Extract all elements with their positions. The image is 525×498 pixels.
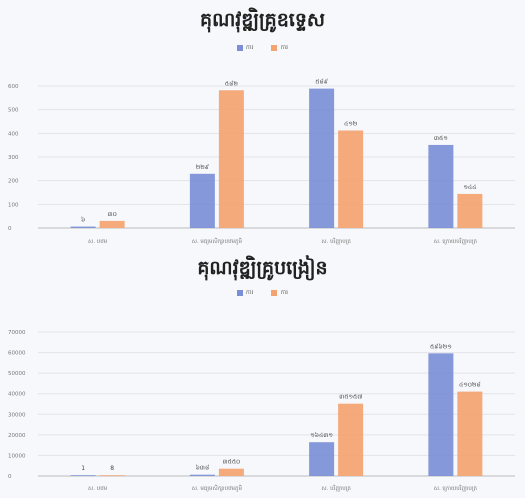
x-tick-label: ស. មធ្យមសិក្សាបឋមភូមិ (192, 484, 243, 492)
y-tick-label: 200 (8, 179, 19, 185)
data-label: ៤១២ (344, 120, 357, 127)
data-label: ៣៥៥០ (222, 459, 240, 466)
legend-swatch-icon (236, 44, 243, 51)
bar-series-1 (189, 173, 215, 228)
y-tick-label: 30000 (8, 412, 26, 418)
bar-series-1 (70, 475, 96, 476)
legend-label: ការ (280, 289, 289, 296)
bar-series-2 (99, 220, 125, 228)
legend-item-series-2: ការ (271, 43, 288, 52)
legend-swatch-icon (271, 44, 278, 51)
bar-series-2 (99, 475, 125, 476)
x-tick-label: ស. មធ្យមសិក្សាបឋមភូមិ (192, 237, 243, 245)
x-tick-label: ស. បឋម (88, 485, 108, 492)
legend-label: ការ (245, 289, 254, 296)
y-tick-label: 600 (8, 84, 19, 90)
data-label: ១៤៤ (463, 184, 476, 191)
data-label: ៦ (81, 217, 85, 224)
y-tick-label: 50000 (8, 371, 26, 377)
x-tick-label: ស. ក្រោយបរិញ្ញាបត្រ (434, 484, 478, 492)
chart-title: គុណវុឌ្ឍិគ្រូបង្រៀន (197, 257, 328, 279)
bar-series-1 (428, 353, 454, 476)
bar-series-1 (428, 144, 454, 228)
y-tick-label: 20000 (8, 433, 26, 439)
legend-item-series-2: ការ (271, 288, 288, 297)
y-tick-label: 500 (8, 108, 19, 114)
bar-series-2 (457, 391, 483, 476)
y-tick-label: 10000 (8, 453, 26, 459)
chart-legend: ការ ការ (0, 288, 525, 297)
bar-series-2 (218, 90, 244, 228)
legend-swatch-icon (271, 289, 278, 296)
data-label: ៦៣៨ (196, 465, 210, 472)
y-tick-label: 0 (8, 226, 12, 232)
bar-series-2 (457, 193, 483, 228)
data-label: ៣០ (107, 211, 116, 218)
data-label: ៣៥១៥៧ (339, 394, 362, 401)
bar-series-2 (338, 130, 364, 228)
data-label: ៥៨២ (225, 80, 238, 87)
data-label: ៥៩៦២១ (430, 343, 452, 350)
x-tick-label: ស. ក្រោយបរិញ្ញាបត្រ (434, 237, 478, 245)
legend-label: ការ (280, 44, 289, 51)
data-label: ២២៩ (196, 164, 209, 171)
y-tick-label: 40000 (8, 392, 26, 398)
x-tick-label: ស. បរិញ្ញាបត្រ (321, 237, 351, 245)
y-tick-label: 100 (8, 202, 19, 208)
data-label: ៣៥១ (434, 135, 448, 142)
bar-series-1 (189, 474, 215, 476)
y-tick-label: 400 (8, 131, 19, 137)
legend-label: ការ (245, 44, 254, 51)
data-label: 8 (110, 465, 114, 472)
chart-legend: ការ ការ (0, 43, 525, 52)
legend-item-series-1: ការ (236, 43, 254, 52)
y-tick-label: 300 (8, 155, 19, 161)
bar-series-1 (309, 88, 335, 228)
bar-series-1 (70, 226, 96, 228)
y-tick-label: 70000 (8, 330, 26, 336)
chart-teacher-trainers: គុណវុឌ្ឍិគ្រូឧទ្ទេស ការ ការ 0 100 200 300 40… (0, 9, 525, 245)
legend-swatch-icon (236, 289, 243, 296)
data-label: 1 (81, 465, 85, 472)
legend-item-series-1: ការ (236, 288, 254, 297)
bar-series-2 (218, 468, 244, 476)
y-tick-label: 0 (8, 474, 12, 480)
y-tick-label: 60000 (8, 351, 26, 357)
data-label: ៤១០២៨ (459, 382, 481, 389)
data-label: ១៦៤៣១ (310, 432, 333, 439)
bar-series-1 (309, 442, 335, 476)
x-tick-label: ស. បឋម (88, 238, 108, 245)
bar-series-2 (338, 403, 364, 476)
chart-teachers: គុណវុឌ្ឍិគ្រូបង្រៀន ការ ការ 0 10000 20000 3… (0, 250, 525, 498)
data-label: ៥៨៩ (315, 79, 328, 86)
chart-title: គុណវុឌ្ឍិគ្រូឧទ្ទេស (200, 9, 325, 31)
x-tick-label: ស. បរិញ្ញាបត្រ (321, 484, 351, 492)
chart-plot: 0 10000 20000 30000 40000 50000 60000 70000 1 8 ស.… (8, 330, 515, 492)
